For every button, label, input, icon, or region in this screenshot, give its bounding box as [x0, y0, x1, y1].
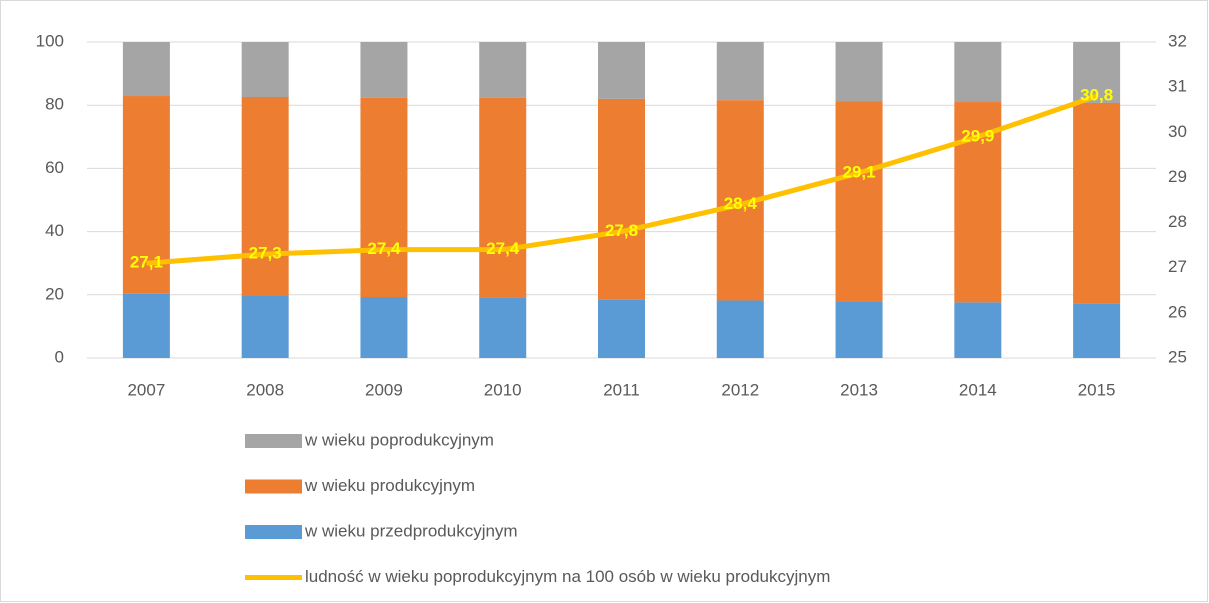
data-label: 30,8 [1080, 86, 1113, 105]
legend-swatch [245, 434, 302, 448]
y2-tick-label: 32 [1168, 31, 1187, 50]
bar-segment [1073, 303, 1121, 358]
bar-segment [598, 42, 645, 99]
legend-label: w wieku przedprodukcyjnym [304, 521, 518, 540]
bar-segment [122, 293, 170, 358]
bar-segment [241, 96, 289, 296]
x-tick-label: 2009 [365, 380, 403, 399]
x-tick-label: 2007 [127, 380, 165, 399]
bar-segment [716, 300, 764, 358]
data-label: 29,9 [961, 126, 994, 145]
legend-label: w wieku produkcyjnym [304, 476, 475, 495]
x-tick-label: 2014 [959, 380, 997, 399]
y2-tick-label: 25 [1168, 347, 1187, 366]
y2-tick-label: 28 [1168, 212, 1187, 231]
data-label: 28,4 [724, 194, 758, 213]
bar-segment [954, 42, 1002, 103]
data-label: 27,4 [486, 239, 520, 258]
bar-segment [835, 301, 883, 358]
y2-tick-label: 30 [1168, 122, 1187, 141]
x-tick-label: 2010 [484, 380, 522, 399]
bar-segment [1073, 42, 1121, 103]
x-tick-label: 2008 [246, 380, 284, 399]
y-tick-label: 100 [36, 31, 64, 50]
legend-label: w wieku poprodukcyjnym [304, 430, 494, 449]
y2-tick-label: 29 [1168, 167, 1187, 186]
data-label: 27,8 [605, 221, 638, 240]
x-tick-label: 2015 [1078, 380, 1116, 399]
data-label: 27,1 [130, 253, 163, 272]
bar-segment [241, 295, 289, 358]
y2-tick-label: 31 [1168, 77, 1187, 96]
bar-segment [835, 101, 883, 302]
bar-segment [360, 297, 408, 358]
bar-segment [360, 97, 408, 298]
bar-segment [716, 42, 764, 101]
bar-segment [954, 302, 1002, 358]
y2-tick-label: 26 [1168, 302, 1187, 321]
data-label: 29,1 [843, 162, 876, 181]
legend-swatch [245, 525, 302, 539]
y-tick-label: 0 [55, 347, 64, 366]
y-tick-label: 60 [45, 158, 64, 177]
y-tick-label: 40 [45, 221, 64, 240]
y2-tick-label: 27 [1168, 257, 1187, 276]
line [146, 93, 1098, 266]
legend-label: ludność w wieku poprodukcyjnym na 100 os… [305, 567, 830, 586]
data-label: 27,4 [367, 239, 401, 258]
legend-swatch [245, 479, 302, 494]
bar-segment [598, 299, 645, 358]
y-tick-label: 20 [45, 284, 64, 303]
bar-segment [360, 42, 408, 98]
x-tick-label: 2013 [840, 380, 878, 399]
bar-segment [479, 42, 527, 98]
bar-segment [479, 97, 527, 298]
x-tick-label: 2012 [721, 380, 759, 399]
bar-segment [122, 42, 170, 97]
bar-segment [598, 98, 645, 300]
bar-segment [1073, 102, 1121, 304]
bar-segment [479, 297, 527, 358]
bar-segment [241, 42, 289, 97]
bar-segment [835, 42, 883, 102]
y-tick-label: 80 [45, 95, 64, 114]
data-label: 27,3 [249, 244, 282, 263]
x-tick-label: 2011 [603, 380, 640, 399]
